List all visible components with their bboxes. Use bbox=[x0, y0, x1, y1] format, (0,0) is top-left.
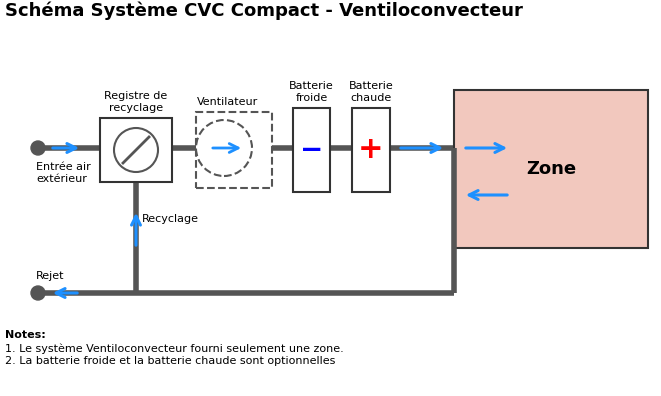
Text: Rejet: Rejet bbox=[36, 271, 65, 281]
Text: Entrée air
extérieur: Entrée air extérieur bbox=[36, 162, 91, 184]
Text: Schéma Système CVC Compact - Ventiloconvecteur: Schéma Système CVC Compact - Ventiloconv… bbox=[5, 2, 523, 21]
Circle shape bbox=[114, 128, 158, 172]
Text: Batterie
chaude: Batterie chaude bbox=[348, 82, 393, 103]
Text: Notes:: Notes: bbox=[5, 330, 46, 340]
Text: −: − bbox=[300, 136, 323, 164]
Circle shape bbox=[31, 141, 45, 155]
Bar bbox=[352, 108, 390, 192]
Circle shape bbox=[196, 120, 252, 176]
Bar bbox=[293, 108, 330, 192]
Bar bbox=[196, 112, 272, 188]
Text: 2. La batterie froide et la batterie chaude sont optionnelles: 2. La batterie froide et la batterie cha… bbox=[5, 356, 335, 366]
Text: +: + bbox=[358, 135, 384, 164]
Text: Ventilateur: Ventilateur bbox=[198, 97, 258, 107]
Text: Zone: Zone bbox=[526, 160, 576, 178]
Text: Recyclage: Recyclage bbox=[142, 214, 199, 224]
Bar bbox=[454, 90, 648, 248]
Text: 1. Le système Ventiloconvecteur fourni seulement une zone.: 1. Le système Ventiloconvecteur fourni s… bbox=[5, 343, 344, 354]
Text: Batterie
froide: Batterie froide bbox=[289, 82, 334, 103]
Circle shape bbox=[31, 286, 45, 300]
Bar bbox=[100, 118, 172, 182]
Text: Registre de
recyclage: Registre de recyclage bbox=[104, 91, 168, 113]
